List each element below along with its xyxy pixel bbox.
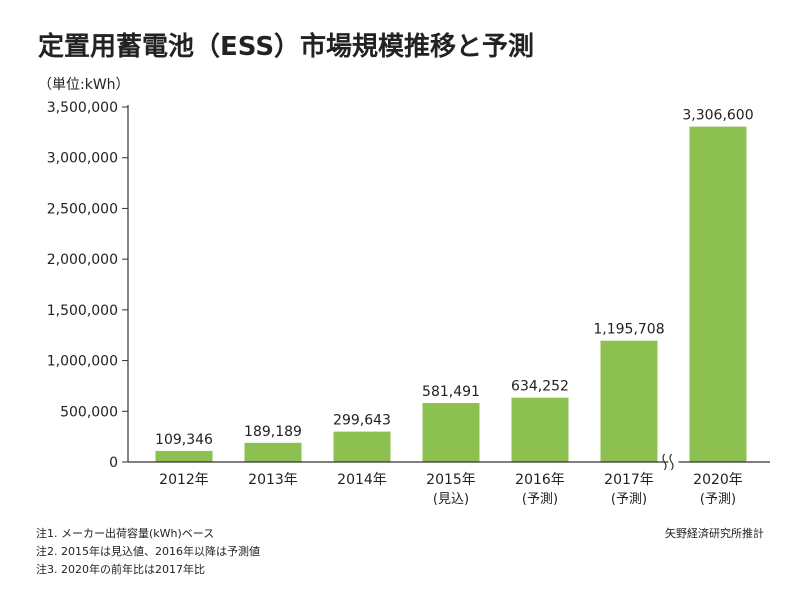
x-tick-label-4: 2016年 bbox=[515, 472, 565, 488]
y-tick-label-6: 3,000,000 bbox=[47, 151, 118, 167]
bar-6 bbox=[689, 126, 747, 463]
x-tick-label-6: 2020年 bbox=[693, 472, 743, 488]
footnotes: 注1. メーカー出荷容量(kWh)ベース 注2. 2015年は見込値、2016年… bbox=[36, 525, 260, 579]
data-label-5: 1,195,708 bbox=[593, 322, 664, 338]
bar-4 bbox=[511, 397, 569, 462]
axis-break-mark-2 bbox=[669, 453, 674, 471]
y-tick-label-0: 0 bbox=[109, 455, 118, 471]
footnote-3: 注3. 2020年の前年比は2017年比 bbox=[36, 563, 205, 576]
x-tick-label-5: 2017年 bbox=[604, 472, 654, 488]
x-tick-sublabel-4: (予測) bbox=[522, 492, 558, 507]
x-tick-label-0: 2012年 bbox=[159, 472, 209, 488]
y-tick-label-2: 1,000,000 bbox=[47, 354, 118, 370]
footnote-2: 注2. 2015年は見込値、2016年以降は予測値 bbox=[36, 545, 260, 558]
x-tick-label-1: 2013年 bbox=[248, 472, 298, 488]
footnote-1: 注1. メーカー出荷容量(kWh)ベース bbox=[36, 527, 215, 540]
bar-1 bbox=[244, 442, 302, 462]
data-label-4: 634,252 bbox=[511, 379, 569, 395]
x-tick-sublabel-6: (予測) bbox=[700, 492, 736, 507]
source-credit: 矢野経済研究所推計 bbox=[665, 527, 764, 540]
data-label-1: 189,189 bbox=[244, 424, 302, 440]
y-axis-unit-label: （単位:kWh） bbox=[38, 77, 130, 93]
bar-0 bbox=[155, 450, 213, 462]
x-tick-sublabel-3: (見込) bbox=[433, 492, 469, 507]
bar-5 bbox=[600, 340, 658, 462]
chart-title: 定置用蓄電池（ESS）市場規模推移と予測 bbox=[38, 32, 535, 62]
x-tick-label-2: 2014年 bbox=[337, 472, 387, 488]
data-label-6: 3,306,600 bbox=[682, 108, 753, 124]
data-label-2: 299,643 bbox=[333, 413, 391, 429]
data-label-0: 109,346 bbox=[155, 432, 213, 448]
bar-3 bbox=[422, 403, 480, 462]
y-tick-label-1: 500,000 bbox=[60, 404, 118, 420]
axis-break-mark-1 bbox=[662, 453, 667, 471]
bar-2 bbox=[333, 431, 391, 462]
y-tick-label-5: 2,500,000 bbox=[47, 201, 118, 217]
y-tick-label-4: 2,000,000 bbox=[47, 252, 118, 268]
x-tick-label-3: 2015年 bbox=[426, 472, 476, 488]
y-tick-label-7: 3,500,000 bbox=[47, 100, 118, 116]
x-tick-sublabel-5: (予測) bbox=[611, 492, 647, 507]
y-tick-label-3: 1,500,000 bbox=[47, 303, 118, 319]
data-label-3: 581,491 bbox=[422, 384, 480, 400]
